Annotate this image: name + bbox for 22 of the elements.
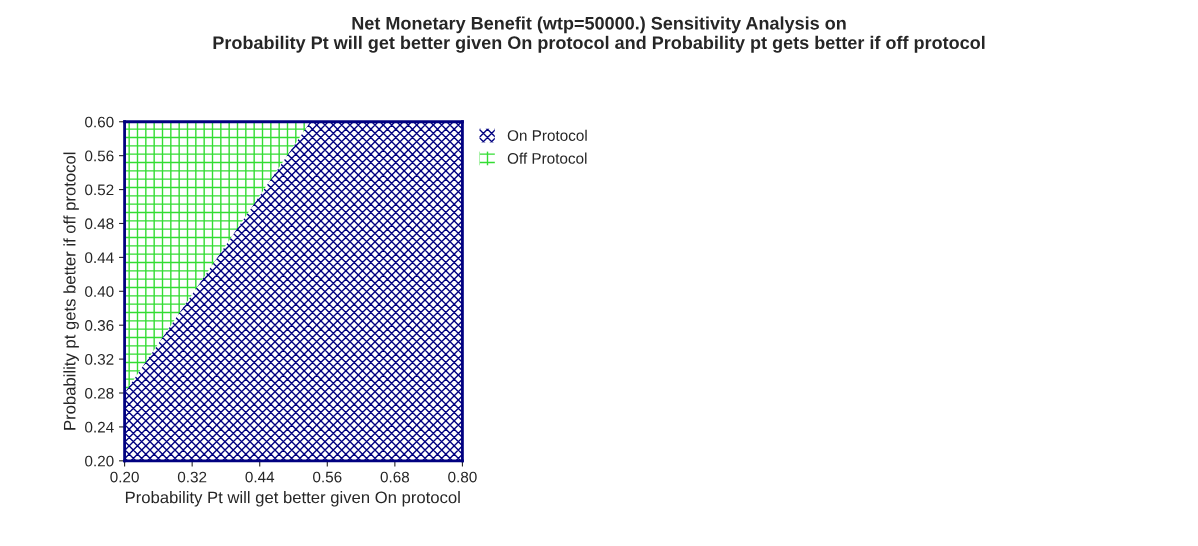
y-tick-label: 0.40	[85, 286, 114, 297]
x-tick-label: 0.32	[177, 471, 207, 483]
x-tick-label: 0.20	[110, 471, 139, 483]
y-axis-title: Probability pt gets better if off protocol	[63, 152, 79, 430]
x-tick-label: 0.68	[380, 471, 410, 483]
y-tick-label: 0.20	[85, 455, 114, 467]
y-tick-label: 0.60	[85, 116, 114, 128]
text: Net Monetary Benefit (wtp=50000.) Sensitivity Analysis on Probability Pt will get better given On protocol and Probability pt gets better if off protocol	[213, 16, 985, 53]
y-tick-label: 0.56	[85, 150, 114, 162]
y-tick-label: 0.52	[85, 184, 114, 196]
legend-label: On Protocol	[507, 129, 587, 141]
x-tick-label: 0.80	[448, 471, 477, 483]
y-tick-label: 0.32	[85, 353, 114, 365]
y-tick-label: 0.28	[85, 387, 114, 399]
y-tick-label: 0.44	[85, 252, 114, 264]
y-tick-label: 0.48	[85, 218, 114, 230]
x-axis-title: Probability Pt will get better given On protocol	[125, 491, 460, 507]
y-tick-label: 0.36	[85, 320, 114, 331]
x-tick-label: 0.44	[245, 471, 275, 483]
y-tick-label: 0.24	[85, 421, 114, 433]
x-tick-label: 0.56	[313, 471, 342, 483]
legend-label: Off Protocol	[507, 152, 587, 164]
